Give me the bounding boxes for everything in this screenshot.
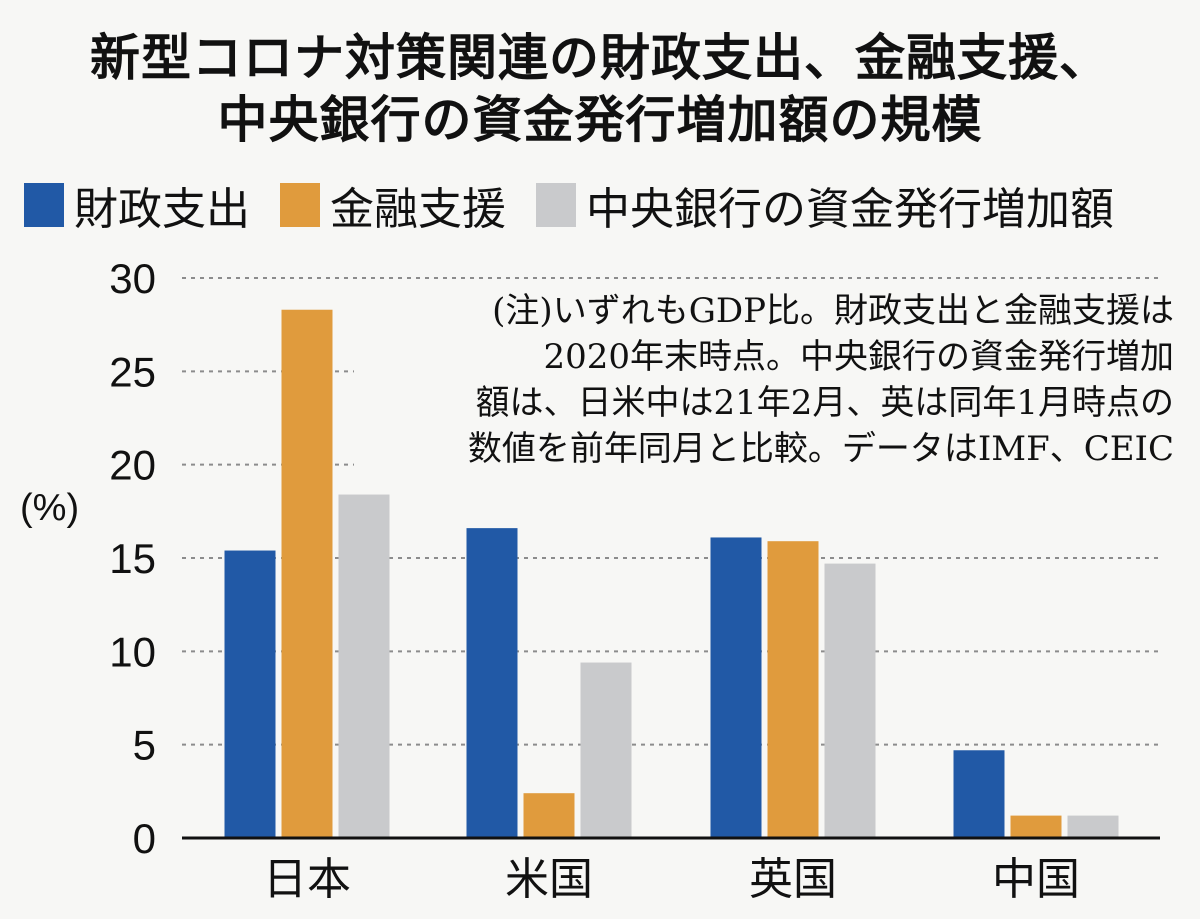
bar-3-2 xyxy=(580,662,632,838)
legend-swatch-financial xyxy=(280,183,320,227)
bar-1-2 xyxy=(466,528,518,838)
chart-title-line-2: 中央銀行の資金発行増加額の規模 xyxy=(217,91,983,149)
chart-note: (注)いずれもGDP比。財政支出と金融支援は 2020年末時点。中央銀行の資金発… xyxy=(354,288,1174,472)
y-tick-label: 30 xyxy=(109,255,156,302)
y-tick-label: 15 xyxy=(109,535,156,582)
y-tick-label: 0 xyxy=(133,815,156,862)
legend-label-financial: 金融支援 xyxy=(330,184,506,235)
legend-label-fiscal: 財政支出 xyxy=(74,184,250,235)
legend-label-central-bank: 中央銀行の資金発行増加額 xyxy=(586,184,1114,235)
bar-1-1 xyxy=(224,550,276,838)
bar-1-4 xyxy=(953,750,1005,838)
legend-item-fiscal: 財政支出 xyxy=(24,173,250,237)
legend: 財政支出 金融支援 中央銀行の資金発行増加額 xyxy=(24,178,1114,235)
y-tick-label: 20 xyxy=(109,442,156,489)
bar-2-2 xyxy=(523,793,575,838)
legend-item-financial: 金融支援 xyxy=(280,173,506,237)
chart-title-line-1: 新型コロナ対策関連の財政支出、金融支援、 xyxy=(90,29,1110,87)
x-category-label: 日本 xyxy=(263,854,351,905)
bar-3-4 xyxy=(1067,815,1119,838)
note-line: (注)いずれもGDP比。財政支出と金融支援は xyxy=(492,291,1174,331)
x-category-label: 米国 xyxy=(505,854,593,905)
legend-swatch-central-bank xyxy=(536,183,576,227)
legend-swatch-fiscal xyxy=(24,183,64,227)
x-category-label: 中国 xyxy=(992,854,1080,905)
y-tick-label: 10 xyxy=(109,628,156,675)
y-tick-label: 25 xyxy=(109,348,156,395)
bar-3-3 xyxy=(824,563,876,838)
note-line: 数値を前年同月と比較。データはIMF、CEIC xyxy=(467,429,1174,469)
x-category-label: 英国 xyxy=(749,854,837,905)
legend-item-central-bank: 中央銀行の資金発行増加額 xyxy=(536,173,1114,237)
bar-1-3 xyxy=(710,537,762,838)
note-line: 額は、日米中は21年2月、英は同年1月時点の xyxy=(475,383,1174,423)
y-tick-label: 5 xyxy=(133,722,156,769)
note-line: 2020年末時点。中央銀行の資金発行増加 xyxy=(543,337,1174,377)
bar-2-4 xyxy=(1010,815,1062,838)
y-axis-unit-label: (%) xyxy=(20,487,79,529)
bar-3-1 xyxy=(338,494,390,838)
bar-2-3 xyxy=(767,541,819,838)
bar-2-1 xyxy=(281,309,333,838)
